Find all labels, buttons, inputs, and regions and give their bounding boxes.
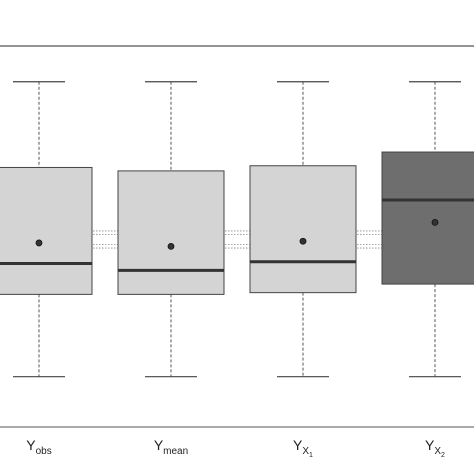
x-tick-label-3: YX1 (293, 437, 313, 459)
label-subscript: mean (163, 446, 188, 457)
label-subscript: X (434, 446, 441, 457)
label-main: Y (293, 437, 303, 453)
iqr-box (249, 165, 357, 294)
mean-marker (167, 242, 175, 250)
label-subscript: X (302, 446, 309, 457)
x-tick-label-4: YX2 (425, 437, 445, 459)
label-subscript: obs (36, 446, 52, 457)
label-sub-subscript: 2 (441, 452, 445, 459)
x-tick-label-1: Yobs (26, 437, 51, 457)
box-4 (381, 81, 474, 378)
label-main: Y (154, 437, 164, 453)
box-3 (249, 81, 357, 378)
mean-marker (35, 239, 43, 247)
label-main: Y (425, 437, 435, 453)
x-tick-label-2: Ymean (154, 437, 188, 457)
box-group (0, 81, 474, 378)
iqr-box (381, 151, 474, 285)
mean-marker (431, 218, 439, 226)
iqr-box (0, 166, 93, 295)
label-sub-subscript: 1 (309, 452, 313, 459)
iqr-box (117, 170, 225, 295)
mean-marker (299, 237, 307, 245)
label-main: Y (26, 437, 36, 453)
box-1 (0, 81, 93, 378)
box-2 (117, 81, 225, 378)
